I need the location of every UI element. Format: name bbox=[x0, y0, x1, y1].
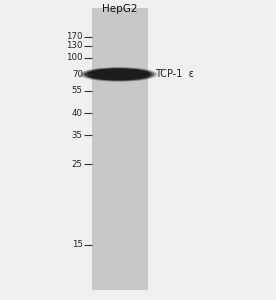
Bar bbox=[92, 8, 148, 290]
Text: 40: 40 bbox=[72, 109, 83, 118]
Text: 70: 70 bbox=[72, 70, 83, 79]
Ellipse shape bbox=[87, 69, 150, 80]
Text: 15: 15 bbox=[72, 240, 83, 249]
Text: 55: 55 bbox=[72, 86, 83, 95]
Text: 130: 130 bbox=[66, 41, 83, 50]
Text: 35: 35 bbox=[72, 130, 83, 140]
Ellipse shape bbox=[87, 69, 150, 80]
Text: HepG2: HepG2 bbox=[102, 4, 138, 14]
Text: 25: 25 bbox=[72, 160, 83, 169]
Text: 100: 100 bbox=[66, 53, 83, 62]
Ellipse shape bbox=[79, 67, 158, 82]
Ellipse shape bbox=[83, 68, 154, 81]
Ellipse shape bbox=[81, 67, 156, 82]
Text: 170: 170 bbox=[66, 32, 83, 41]
Text: TCP-1  ε: TCP-1 ε bbox=[155, 69, 193, 80]
Ellipse shape bbox=[85, 68, 152, 81]
